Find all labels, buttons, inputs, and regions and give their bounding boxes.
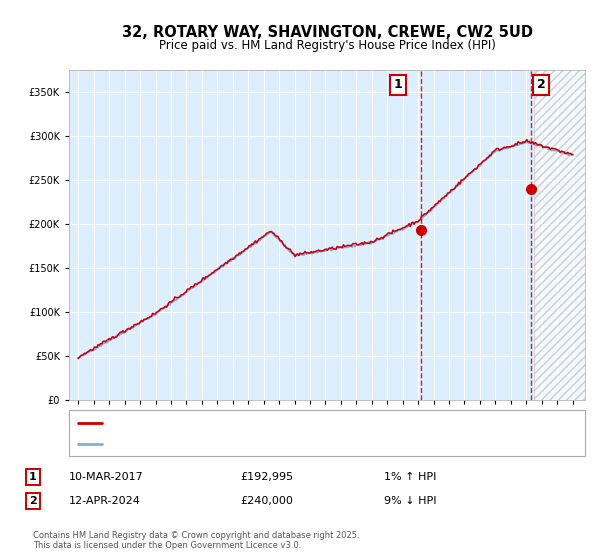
Text: £240,000: £240,000: [240, 496, 293, 506]
Text: £192,995: £192,995: [240, 472, 293, 482]
Text: 12-APR-2024: 12-APR-2024: [69, 496, 141, 506]
Text: 32, ROTARY WAY, SHAVINGTON, CREWE, CW2 5UD: 32, ROTARY WAY, SHAVINGTON, CREWE, CW2 5…: [121, 25, 533, 40]
Text: 9% ↓ HPI: 9% ↓ HPI: [384, 496, 437, 506]
Text: 32, ROTARY WAY, SHAVINGTON, CREWE, CW2 5UD (semi-detached house): 32, ROTARY WAY, SHAVINGTON, CREWE, CW2 5…: [108, 418, 470, 428]
Text: 10-MAR-2017: 10-MAR-2017: [69, 472, 144, 482]
Text: HPI: Average price, semi-detached house, Cheshire East: HPI: Average price, semi-detached house,…: [108, 438, 383, 449]
Text: 1: 1: [394, 78, 403, 91]
Text: Contains HM Land Registry data © Crown copyright and database right 2025.
This d: Contains HM Land Registry data © Crown c…: [33, 530, 359, 550]
Text: 1: 1: [29, 472, 37, 482]
Text: Price paid vs. HM Land Registry's House Price Index (HPI): Price paid vs. HM Land Registry's House …: [158, 39, 496, 52]
Text: 2: 2: [537, 78, 545, 91]
Text: 1% ↑ HPI: 1% ↑ HPI: [384, 472, 436, 482]
Text: 2: 2: [29, 496, 37, 506]
